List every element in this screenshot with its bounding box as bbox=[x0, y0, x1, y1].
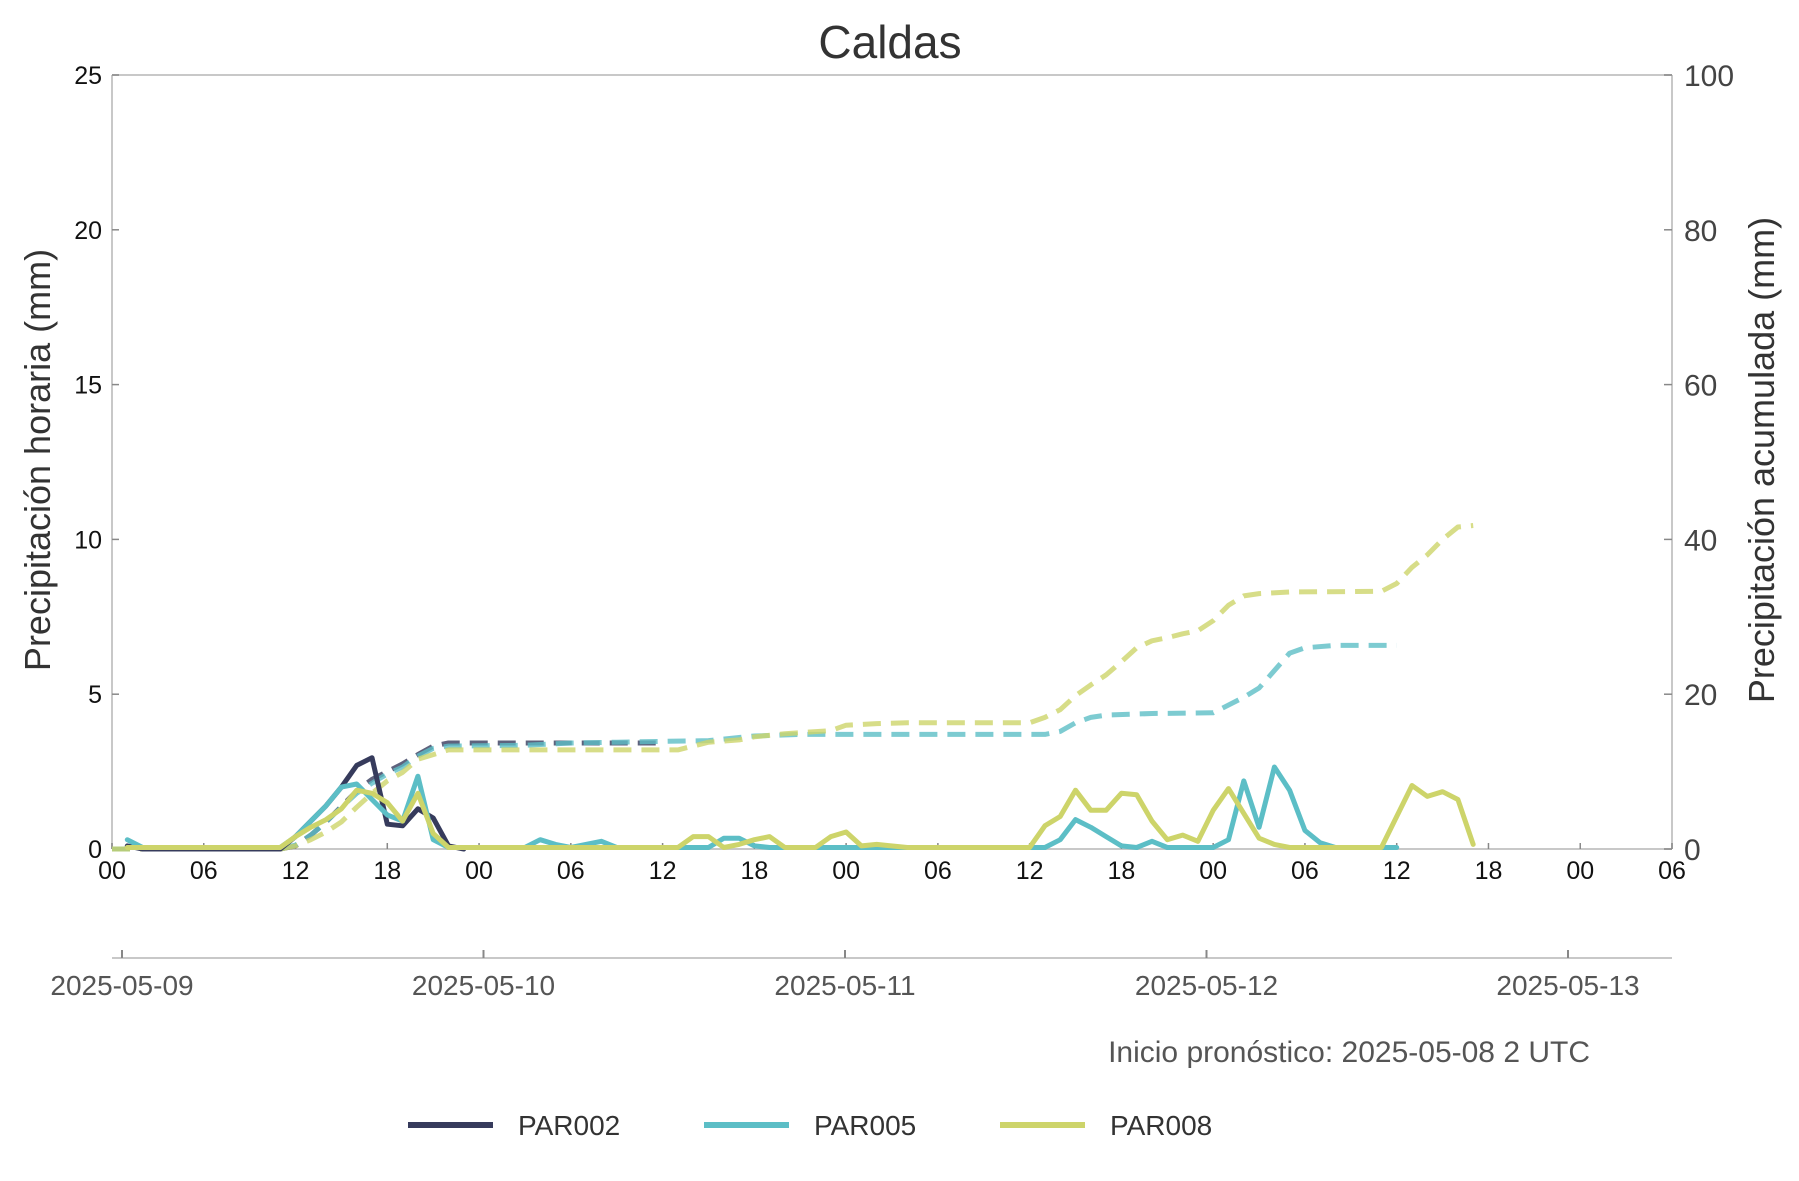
date-tick-label: 2025-05-10 bbox=[412, 970, 555, 1001]
y-tick-label-left: 20 bbox=[74, 217, 102, 245]
accumulated-line-par002 bbox=[112, 740, 663, 852]
y-tick-label-right: 100 bbox=[1684, 60, 1734, 93]
x-tick-label-hour: 18 bbox=[1108, 857, 1136, 885]
hourly-series bbox=[124, 755, 1476, 852]
y-tick-label-right: 40 bbox=[1684, 524, 1717, 557]
y-tick-label-right: 80 bbox=[1684, 215, 1717, 248]
hourly-line-par005 bbox=[124, 764, 1400, 850]
y-axis-label-right: Precipitación acumulada (mm) bbox=[1741, 217, 1782, 703]
x-tick-label-hour: 00 bbox=[98, 857, 126, 885]
y-axis-label-left: Precipitación horaria (mm) bbox=[17, 249, 58, 671]
plot-frame bbox=[111, 74, 1673, 850]
x-tick-label-hour: 06 bbox=[557, 857, 585, 885]
x-tick-label-hour: 00 bbox=[1566, 857, 1594, 885]
x-tick-label-hour: 00 bbox=[1199, 857, 1227, 885]
y-tick-label-left: 10 bbox=[74, 526, 102, 554]
y-tick-label-right: 0 bbox=[1684, 834, 1701, 867]
x-tick-label-hour: 18 bbox=[740, 857, 768, 885]
forecast-start-note: Inicio pronóstico: 2025-05-08 2 UTC bbox=[1108, 1036, 1590, 1069]
x-tick-label-hour: 00 bbox=[465, 857, 493, 885]
hour-axis: 00 06 12 18 00 06 12 18 00 06 12 18 00 06 12 18 00 06 bbox=[98, 843, 1686, 885]
accumulated-series bbox=[112, 523, 1474, 852]
x-tick-label-hour: 06 bbox=[1291, 857, 1319, 885]
x-tick-label-hour: 06 bbox=[190, 857, 218, 885]
x-tick-label-hour: 12 bbox=[1383, 857, 1411, 885]
chart-title: Caldas bbox=[818, 16, 961, 68]
date-tick-label: 2025-05-12 bbox=[1135, 970, 1278, 1001]
x-tick-label-hour: 06 bbox=[1658, 857, 1686, 885]
legend: PAR002 PAR005 PAR008 bbox=[408, 1110, 1212, 1141]
y-tick-label-left: 0 bbox=[88, 836, 102, 864]
hourly-line-par008 bbox=[124, 783, 1476, 850]
date-tick-label: 2025-05-09 bbox=[50, 970, 193, 1001]
y-tick-label-left: 25 bbox=[74, 62, 102, 90]
y-tick-label-left: 5 bbox=[88, 681, 102, 709]
date-axis: 2025-05-09 2025-05-10 2025-05-11 2025-05-12… bbox=[50, 950, 1672, 1001]
x-tick-label-hour: 12 bbox=[1016, 857, 1044, 885]
x-tick-label-hour: 06 bbox=[924, 857, 952, 885]
y-tick-label-left: 15 bbox=[74, 372, 102, 400]
x-tick-label-hour: 12 bbox=[282, 857, 310, 885]
right-axis: 0 20 40 60 80 100 bbox=[1664, 60, 1734, 867]
date-tick-label: 2025-05-13 bbox=[1496, 970, 1639, 1001]
x-tick-label-hour: 18 bbox=[373, 857, 401, 885]
x-tick-label-hour: 12 bbox=[649, 857, 677, 885]
x-tick-label-hour: 00 bbox=[832, 857, 860, 885]
accumulated-line-par008 bbox=[112, 523, 1474, 852]
legend-label-par002: PAR002 bbox=[518, 1110, 620, 1141]
x-tick-label-hour: 18 bbox=[1475, 857, 1503, 885]
y-tick-label-right: 60 bbox=[1684, 370, 1717, 403]
y-tick-label-right: 20 bbox=[1684, 679, 1717, 712]
legend-label-par008: PAR008 bbox=[1110, 1110, 1212, 1141]
accumulated-line-par005 bbox=[112, 642, 1397, 852]
left-axis: 0 5 10 15 20 25 bbox=[74, 62, 119, 864]
legend-label-par005: PAR005 bbox=[814, 1110, 916, 1141]
date-tick-label: 2025-05-11 bbox=[774, 970, 915, 1001]
